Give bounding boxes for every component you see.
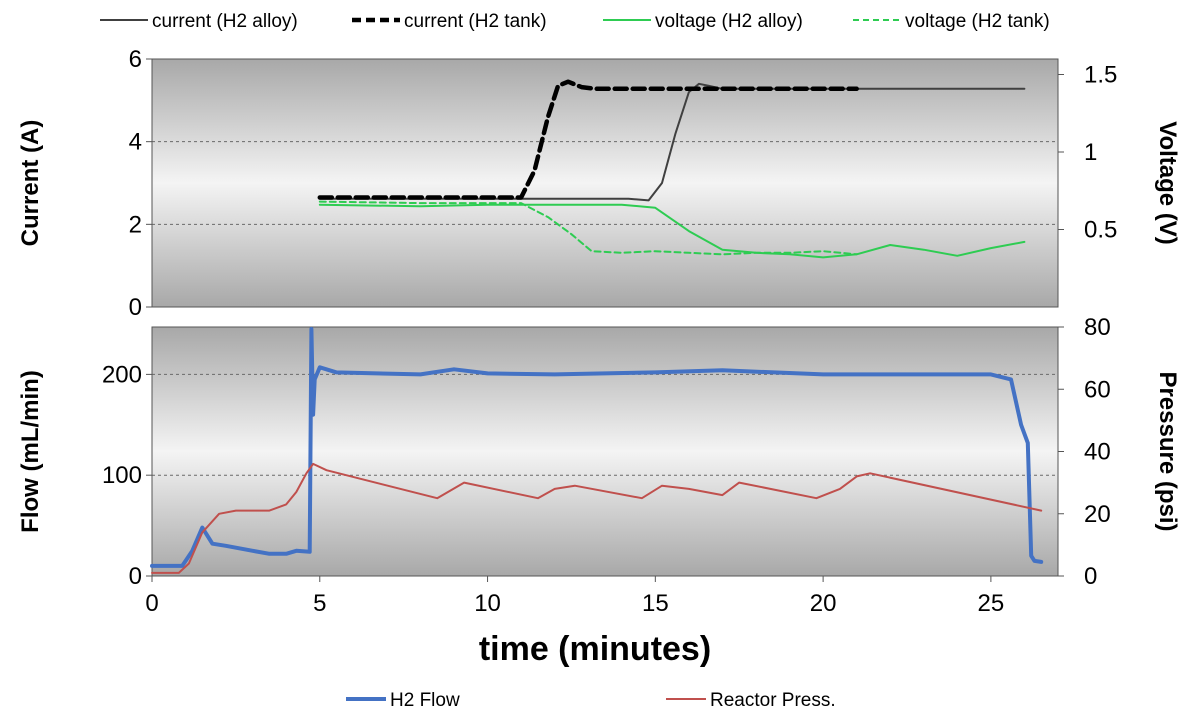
left-tick-label: 0: [129, 563, 142, 590]
left-tick-label: 6: [129, 46, 142, 73]
right-axis-title: Voltage (V): [1154, 121, 1181, 245]
right-tick-label: 1.5: [1084, 62, 1117, 89]
x-tick-label: 10: [474, 590, 501, 617]
right-tick-label: 60: [1084, 376, 1111, 403]
legend-label-current-h2-tank: current (H2 tank): [404, 11, 547, 32]
left-axis-title: Current (A): [17, 120, 44, 247]
x-tick-label: 25: [978, 590, 1005, 617]
right-tick-label: 20: [1084, 501, 1111, 528]
series-reactor-press: [151, 462, 1043, 574]
plot-area-border: [151, 58, 1059, 308]
left-axis-title: Flow (mL/min): [17, 370, 44, 533]
left-tick-label: 2: [129, 211, 142, 238]
x-tick-label: 15: [642, 590, 669, 617]
right-axis-title: Pressure (psi): [1154, 371, 1181, 531]
series-h2-flow: [150, 327, 1044, 568]
series-current-h2-tank: [317, 79, 859, 200]
top-legend: current (H2 alloy) current (H2 tank) volta…: [100, 11, 1050, 32]
x-tick-label: 0: [145, 590, 158, 617]
x-tick-label: 5: [313, 590, 326, 617]
right-tick-label: 40: [1084, 439, 1111, 466]
right-tick-label: 0.5: [1084, 217, 1117, 244]
x-axis-title: time (minutes): [479, 630, 711, 668]
right-tick-label: 80: [1084, 314, 1111, 341]
plot-area-background: [152, 59, 1058, 307]
top-panel: 0 2 4 6 0.5 1 1.5 Current (A) Voltage (V): [17, 46, 1181, 321]
legend-label-current-h2-alloy: current (H2 alloy): [152, 11, 298, 32]
left-tick-label: 0: [129, 294, 142, 321]
bottom-legend: H2 Flow Reactor Press.: [346, 690, 836, 709]
legend-label-voltage-h2-alloy: voltage (H2 alloy): [655, 11, 803, 32]
series-voltage-h2-tank: [318, 200, 858, 256]
legend-label-voltage-h2-tank: voltage (H2 tank): [905, 11, 1050, 32]
left-tick-label: 4: [129, 129, 142, 156]
right-tick-label: 0: [1084, 563, 1097, 590]
left-tick-label: 200: [102, 361, 142, 388]
left-tick-label: 100: [102, 462, 142, 489]
plot-area-background: [152, 327, 1058, 576]
right-tick-label: 1: [1084, 139, 1097, 166]
x-tick-label: 20: [810, 590, 837, 617]
legend-label-reactor-press: Reactor Press.: [710, 690, 836, 709]
legend-label-h2-flow: H2 Flow: [390, 690, 460, 709]
